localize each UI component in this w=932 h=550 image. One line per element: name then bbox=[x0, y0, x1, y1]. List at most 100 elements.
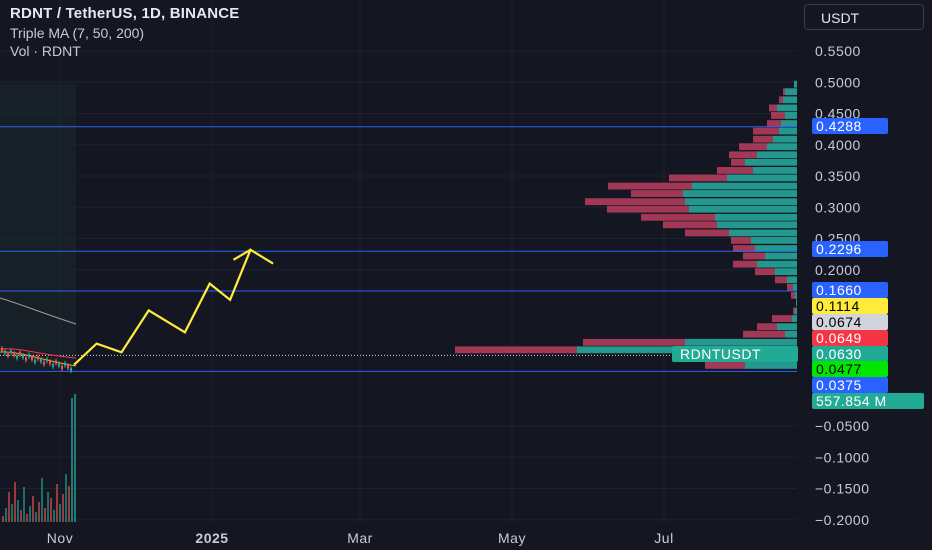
candle-body bbox=[46, 358, 48, 362]
profile-bar-up bbox=[792, 315, 797, 322]
volume-bar bbox=[14, 482, 16, 522]
profile-bar-up bbox=[685, 338, 797, 346]
profile-bar-up bbox=[793, 283, 797, 291]
price-tick-label: 0.5000 bbox=[815, 74, 861, 90]
profile-bar-up bbox=[785, 112, 797, 119]
volume-bar bbox=[47, 492, 49, 522]
candle-body bbox=[4, 350, 6, 354]
profile-bar-up bbox=[683, 190, 797, 197]
price-badge-value: 0.0375 bbox=[816, 377, 862, 393]
profile-bar-down bbox=[583, 338, 685, 346]
profile-bar-up bbox=[796, 299, 797, 307]
price-badge-value: 0.1660 bbox=[816, 282, 862, 298]
time-axis: Nov 2025 Mar May Jul bbox=[47, 530, 673, 546]
price-badge-value: 0.4288 bbox=[816, 118, 862, 134]
profile-bar-down bbox=[779, 96, 783, 104]
profile-bar-up bbox=[794, 80, 797, 88]
candle-body bbox=[7, 353, 9, 357]
price-badge-value: 0.0649 bbox=[816, 330, 862, 346]
volume-bar bbox=[5, 508, 7, 522]
volume-legend[interactable]: Vol · RDNT bbox=[10, 43, 81, 59]
profile-bar-up bbox=[727, 174, 797, 182]
volume-bar bbox=[56, 484, 58, 522]
profile-bar-down bbox=[767, 120, 781, 127]
profile-bar-down bbox=[755, 268, 775, 276]
forecast-path bbox=[73, 248, 274, 366]
candle-body bbox=[70, 368, 72, 372]
profile-bar-down bbox=[607, 205, 689, 213]
price-tick-label: 0.3500 bbox=[815, 168, 861, 184]
price-badge bbox=[812, 118, 888, 134]
volume-bar bbox=[2, 516, 4, 522]
price-badge bbox=[812, 377, 888, 393]
profile-bar-up bbox=[785, 88, 797, 96]
profile-bar-down bbox=[729, 151, 757, 159]
profile-bar-down bbox=[769, 104, 777, 112]
forecast-arrowhead bbox=[232, 248, 252, 261]
profile-bar-up bbox=[753, 167, 797, 174]
volume-bar bbox=[62, 494, 64, 522]
profile-bar-down bbox=[685, 229, 729, 237]
candle-body bbox=[61, 366, 63, 369]
time-tick-label: Nov bbox=[47, 530, 73, 546]
profile-bar-up bbox=[729, 229, 797, 237]
candle-body bbox=[19, 352, 21, 356]
symbol-badge bbox=[672, 346, 798, 362]
price-badge-value: 557.854 M bbox=[816, 393, 887, 409]
price-tick-label: 0.2000 bbox=[815, 262, 861, 278]
candle-body bbox=[64, 362, 66, 366]
candle-body bbox=[10, 350, 12, 354]
volume-bar bbox=[38, 502, 40, 522]
profile-bar-down bbox=[793, 307, 795, 315]
volume-bar bbox=[32, 496, 34, 522]
candle-body bbox=[67, 365, 69, 369]
volume-bar bbox=[11, 504, 13, 522]
profile-bar-down bbox=[771, 112, 785, 119]
candle-body bbox=[43, 361, 45, 365]
profile-bar-down bbox=[772, 315, 792, 322]
ma-50-line bbox=[0, 348, 77, 359]
profile-bar-down bbox=[739, 143, 767, 151]
candle-body bbox=[58, 363, 60, 367]
price-tick-label: 0.4000 bbox=[815, 137, 861, 153]
profile-bar-down bbox=[753, 135, 773, 143]
profile-bar-down bbox=[791, 292, 795, 299]
profile-bar-down bbox=[731, 158, 745, 166]
volume-bar bbox=[20, 510, 22, 522]
candle-body bbox=[25, 357, 27, 361]
chart-legend: RDNT / TetherUS, 1D, BINANCE Triple MA (… bbox=[10, 6, 240, 58]
price-badge bbox=[812, 361, 888, 377]
price-badge bbox=[812, 241, 888, 257]
profile-bar-down bbox=[663, 221, 717, 229]
profile-bar-up bbox=[745, 158, 797, 166]
profile-bar-up bbox=[715, 213, 797, 221]
triple-ma-legend[interactable]: Triple MA (7, 50, 200) bbox=[10, 25, 145, 41]
profile-bar-up bbox=[692, 182, 797, 190]
profile-bar-up bbox=[767, 143, 797, 151]
currency-button[interactable]: USDT bbox=[804, 4, 924, 30]
price-tick-label: 0.4500 bbox=[815, 106, 861, 122]
profile-bar-up bbox=[745, 362, 797, 369]
profile-bar-up bbox=[757, 260, 797, 268]
volume-bar bbox=[41, 478, 43, 522]
price-tick-label: 0.3000 bbox=[815, 199, 861, 215]
price-tick-label: −0.0500 bbox=[815, 418, 870, 434]
price-badge bbox=[812, 282, 888, 298]
profile-bar-down bbox=[608, 182, 692, 190]
candle-body bbox=[13, 352, 15, 356]
profile-bar-down bbox=[705, 362, 745, 369]
profile-bar-down bbox=[717, 167, 753, 174]
volume-bar bbox=[50, 498, 52, 522]
time-tick-label: Mar bbox=[347, 530, 373, 546]
volume-bar bbox=[23, 487, 25, 522]
symbol-title[interactable]: RDNT / TetherUS, 1D, BINANCE bbox=[10, 5, 240, 22]
horizontal-levels bbox=[0, 126, 797, 372]
candle-body bbox=[55, 360, 57, 364]
price-tick-label: 0.5500 bbox=[815, 43, 861, 59]
profile-bar-down bbox=[641, 213, 715, 221]
candle-body bbox=[1, 348, 3, 351]
profile-bar-down bbox=[733, 260, 757, 268]
price-badge bbox=[812, 393, 924, 409]
profile-bar-down bbox=[585, 198, 685, 206]
